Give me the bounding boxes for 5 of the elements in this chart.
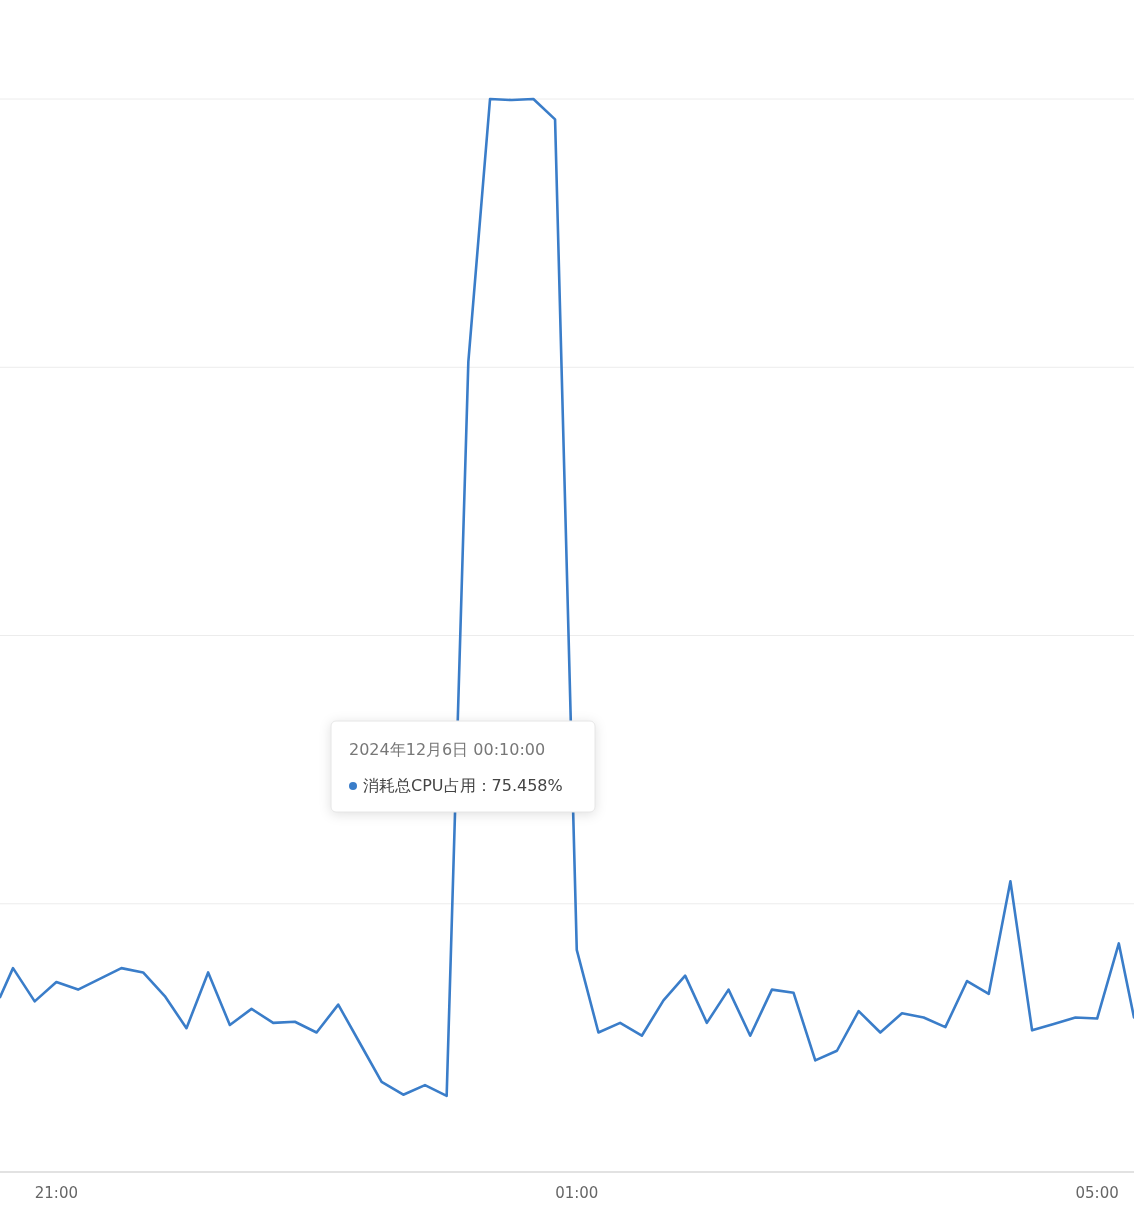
annotation: 2024年12月6日 00:10:00 [349, 740, 546, 759]
annotation: 消耗总CPU占用：75.458% [363, 776, 563, 795]
x-tick-label: 05:00 [1075, 1184, 1119, 1202]
x-tick-label: 21:00 [34, 1184, 78, 1202]
x-tick-label: 01:00 [555, 1184, 599, 1202]
